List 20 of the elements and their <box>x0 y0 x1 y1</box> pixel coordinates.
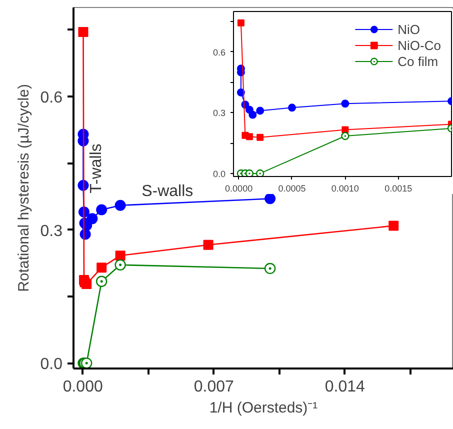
y-tick-label: 0.3 <box>212 108 226 118</box>
y-tick-label: 0.0 <box>40 356 63 374</box>
legend-label: NiO-Co <box>398 37 441 53</box>
x-tick-label: 0.0000 <box>225 184 253 194</box>
x-tick-label: 0.0005 <box>278 184 306 194</box>
x-tick-label: 0.0015 <box>384 184 412 194</box>
y-tick-label: 0.6 <box>40 89 63 106</box>
y-axis-title: Rotational hysteresis (µJ/cycle) <box>15 84 32 292</box>
x-tick-label: 0.0010 <box>331 184 359 194</box>
annotation: S-walls <box>142 183 194 200</box>
y-tick-label: 0.3 <box>40 222 63 240</box>
legend-label: NiO <box>398 21 420 37</box>
annotation: T-walls <box>88 144 105 194</box>
x-tick-label: 0.007 <box>194 378 234 396</box>
x-axis-title: 1/H (Oersteds)⁻¹ <box>209 400 318 416</box>
x-tick-label: 0.014 <box>324 378 366 396</box>
legend-label: Co film <box>398 53 438 69</box>
y-tick-label: 0.0 <box>212 168 226 179</box>
x-tick-label: 0.000 <box>62 378 103 396</box>
y-tick-label: 0.6 <box>212 47 226 58</box>
